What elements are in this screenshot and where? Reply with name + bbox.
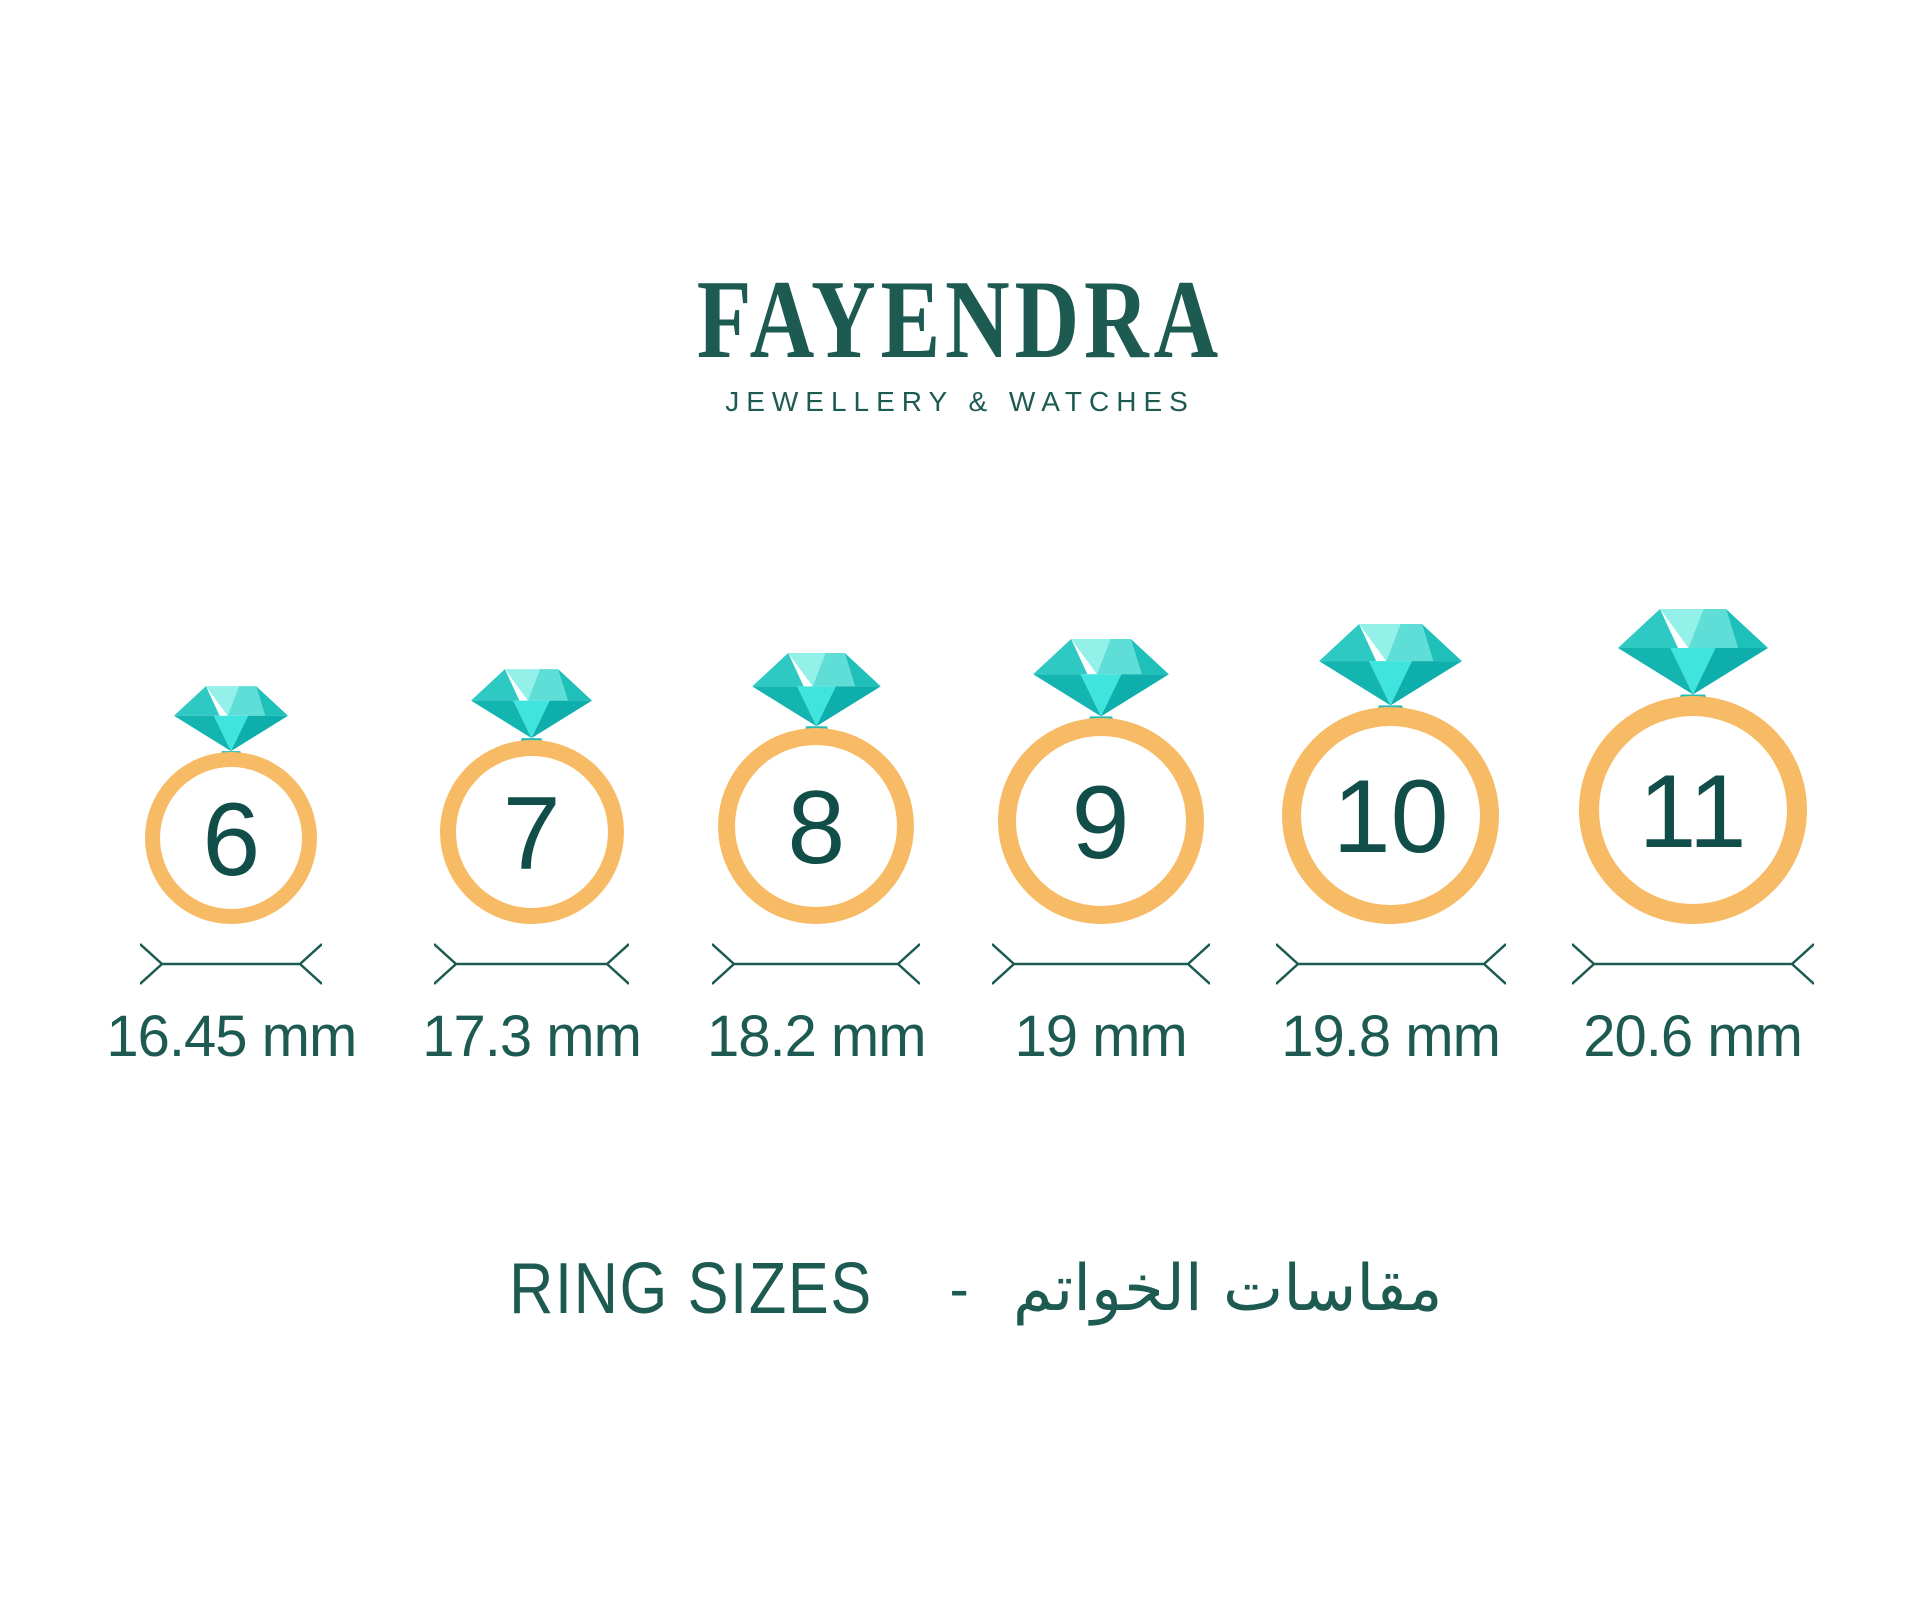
brand-wordmark: FAYENDRA (696, 258, 1224, 382)
ring-size-number: 11 (1638, 753, 1747, 870)
diamond-icon (471, 668, 593, 752)
diameter-label: 17.3 mm (422, 1003, 642, 1069)
ring-band: 11 (1578, 695, 1807, 924)
page-title-arabic: مقاسات الخواتم (1012, 1251, 1443, 1326)
ring-size-number: 8 (787, 769, 846, 886)
ring-figure-size-11: 11 20.6 mm (1571, 608, 1814, 1072)
diameter-label: 19 mm (1014, 1003, 1187, 1069)
diameter-label: 20.6 mm (1583, 1003, 1803, 1069)
ring-figure-size-7: 7 17.3 mm (422, 668, 642, 1072)
ring-band: 9 (997, 717, 1204, 924)
ring-figure-size-8: 8 18.2 mm (706, 652, 927, 1072)
diamond-icon (174, 685, 289, 764)
ring-band: 6 (145, 751, 318, 924)
ring-size-number: 10 (1332, 759, 1449, 876)
ring-band: 10 (1282, 706, 1500, 924)
ring-figure-size-10: 10 19.8 mm (1275, 623, 1506, 1072)
diameter-dimension-line (712, 942, 921, 985)
ring-size-number: 7 (502, 775, 561, 892)
ring-sizes-row: 6 16.45 mm 7 17.3 mm 8 18.2 mm 9 19 mm 10 19.8 mm… (0, 608, 1920, 1072)
page-title-separator: - (949, 1256, 969, 1322)
diameter-dimension-line (991, 942, 1210, 985)
ring-band: 8 (718, 727, 915, 924)
diameter-label: 19.8 mm (1281, 1003, 1501, 1069)
ring-size-number: 6 (202, 781, 261, 898)
brand-logo: FAYENDRA JEWELLERY & WATCHES (0, 0, 1920, 419)
diameter-label: 18.2 mm (706, 1003, 927, 1069)
brand-tagline: JEWELLERY & WATCHES (725, 386, 1195, 417)
ring-size-number: 9 (1071, 764, 1130, 881)
page-title: RING SIZES - مقاسات الخواتم (0, 1246, 1920, 1332)
diamond-icon (751, 652, 881, 741)
diameter-dimension-line (434, 942, 630, 985)
page-title-english: RING SIZES (509, 1249, 874, 1330)
diameter-label: 16.45 mm (106, 1003, 357, 1069)
diameter-dimension-line (1275, 942, 1506, 985)
ring-band: 7 (439, 739, 624, 924)
diameter-dimension-line (1571, 942, 1814, 985)
ring-figure-size-9: 9 19 mm (991, 638, 1210, 1072)
ring-figure-size-6: 6 16.45 mm (106, 685, 357, 1072)
diameter-dimension-line (140, 942, 323, 985)
